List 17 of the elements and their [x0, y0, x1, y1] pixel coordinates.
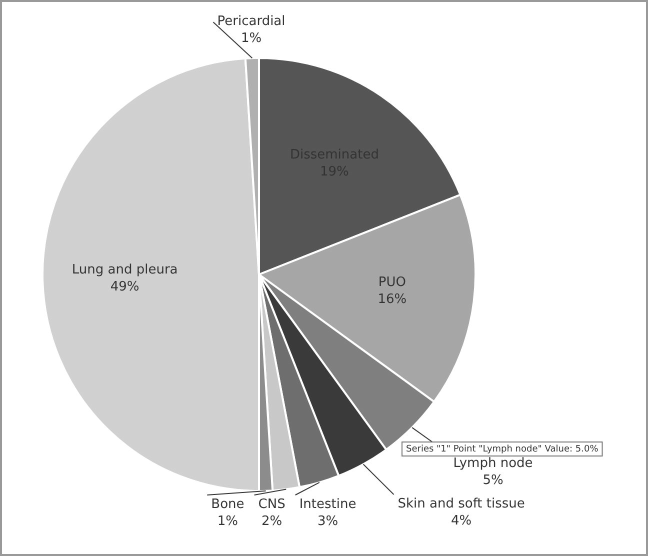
slice-label: Intestine: [299, 496, 356, 512]
data-label: 2%: [261, 514, 282, 529]
slice-label: Skin and soft tissue: [398, 496, 525, 512]
data-label: 1%: [217, 514, 238, 529]
data-label: 49%: [110, 280, 140, 295]
slice-label: CNS: [258, 496, 286, 512]
slice-label: Lymph node: [453, 456, 533, 472]
slice-label: PUO: [378, 275, 406, 290]
data-label: 3%: [317, 514, 338, 529]
slice-label: Pericardial: [217, 14, 286, 29]
text: Series "1" Point "Lymph node" Value: 5.0%: [406, 444, 599, 454]
slice-label: Lung and pleura: [72, 262, 178, 278]
data-label: 1%: [240, 30, 262, 46]
slice-label: Bone: [211, 496, 244, 512]
data-label: 16%: [378, 292, 407, 308]
data-label: 5%: [482, 473, 504, 488]
data-label: 4%: [451, 513, 472, 528]
